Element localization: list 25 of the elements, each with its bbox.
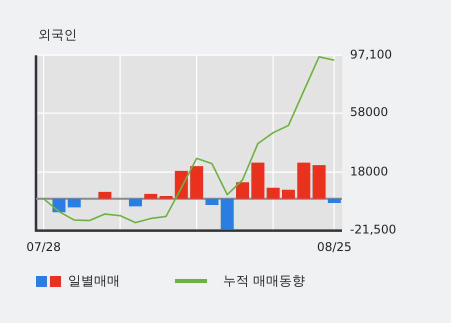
bar xyxy=(251,162,264,199)
bar xyxy=(144,194,158,199)
bar xyxy=(297,162,310,199)
x-tick-label: 07/28 xyxy=(26,240,61,254)
bar xyxy=(205,198,218,206)
y-tick-label: -21,500 xyxy=(350,222,396,237)
legend-label: 일별매매 xyxy=(68,273,120,290)
x-tick-label: 08/25 xyxy=(317,240,352,254)
y-tick-label: 97,100 xyxy=(350,47,392,62)
bar xyxy=(266,188,280,199)
bar xyxy=(220,198,234,230)
bar xyxy=(128,198,142,206)
bar xyxy=(328,198,341,203)
bar xyxy=(312,165,326,199)
bar xyxy=(52,198,66,212)
y-tick-label: 18000 xyxy=(350,164,388,178)
bar xyxy=(282,190,295,199)
bar xyxy=(236,182,250,199)
bar xyxy=(190,166,204,199)
bar xyxy=(98,192,112,199)
bar xyxy=(68,198,81,208)
y-tick-label: 58000 xyxy=(350,105,388,120)
legend-label: 누적 매매동향 xyxy=(223,273,306,290)
chart-title: 외국인 xyxy=(38,27,77,44)
bar xyxy=(160,196,173,199)
